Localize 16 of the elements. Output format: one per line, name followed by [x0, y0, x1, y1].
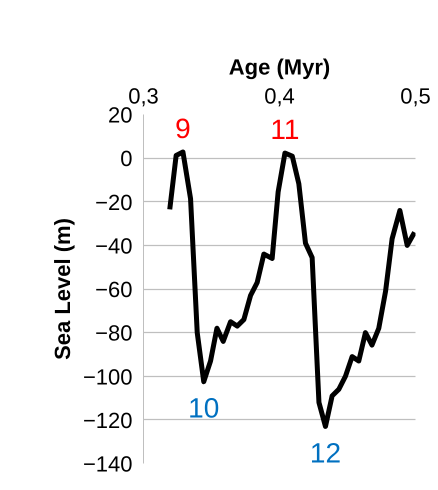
y-tick-label: −140: [82, 452, 133, 476]
y-tick-label: −60: [95, 277, 133, 302]
x-tick-label: 0,4: [264, 84, 295, 108]
annotation: 9: [175, 113, 191, 144]
y-tick-label: −40: [95, 233, 133, 258]
y-axis-title: Sea Level (m): [50, 218, 75, 360]
annotation: 11: [270, 114, 300, 146]
y-tick-label: −120: [82, 408, 133, 433]
x-tick-label: 0,5: [400, 84, 431, 108]
y-tick-label: −80: [95, 320, 133, 346]
annotation: 12: [310, 437, 342, 468]
y-tick-label: 0: [120, 146, 133, 172]
x-axis-title: Age (Myr): [228, 54, 330, 80]
annotation: 10: [188, 392, 220, 424]
y-tick-label: −20: [95, 190, 133, 215]
y-tick-label: −100: [82, 364, 133, 390]
